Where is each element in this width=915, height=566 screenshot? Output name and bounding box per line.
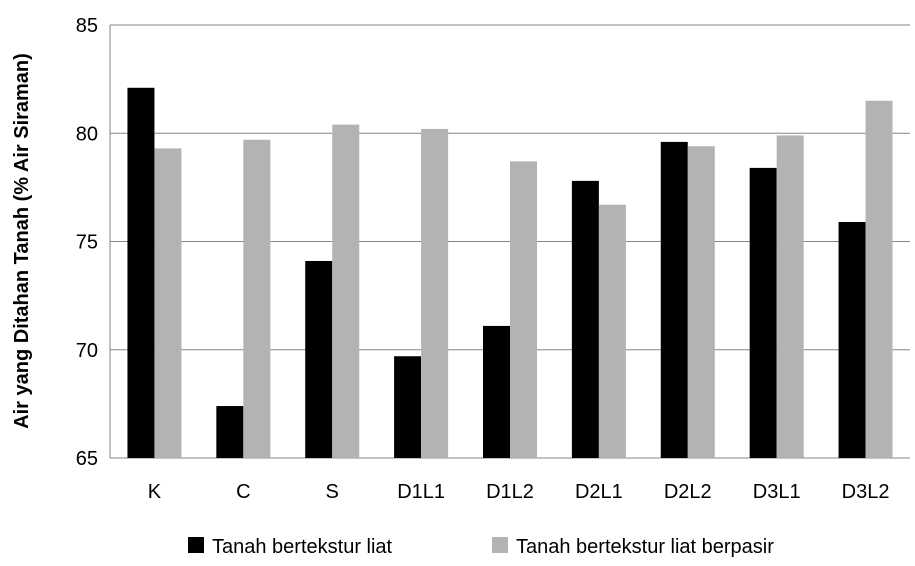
legend-swatch [188,537,204,553]
y-tick-label: 85 [76,15,98,37]
bar-d2l2-series-2 [687,146,715,459]
x-tick-label: D1L1 [397,481,445,503]
bar-d2l2-series-1 [660,141,688,458]
bar-d2l1-series-2 [598,204,626,458]
y-tick-label: 75 [76,232,98,254]
bar-d3l2-series-1 [838,222,866,458]
x-tick-label: S [326,481,339,503]
y-tick-label: 70 [76,340,98,362]
bar-d1l1-series-1 [394,356,422,458]
bars [127,87,893,459]
x-tick-label: D2L1 [575,481,623,503]
legend-swatch [492,537,508,553]
bar-d1l2-series-2 [510,161,537,458]
x-tick-label: K [148,481,162,503]
y-tick-label: 80 [76,123,98,145]
legend-label: Tanah bertekstur liat berpasir [516,536,774,558]
bar-k-series-1 [127,87,155,458]
tick-labels: 65 70 75 80 85 K C S D1L1 D1L2 D2L1 D2L2 D3L1 D3L2 [76,15,890,503]
x-tick-label: D3L1 [753,481,801,503]
bar-d1l2-series-1 [483,325,510,458]
legend: Tanah bertekstur liat Tanah bertekstur li… [188,536,774,558]
x-tick-label: D1L2 [486,481,534,503]
bar-d2l1-series-1 [571,180,599,458]
bar-d3l2-series-2 [865,100,893,459]
bar-s-series-1 [305,260,333,458]
bar-k-series-2 [154,148,182,458]
y-tick-label: 65 [76,448,98,470]
x-tick-label: C [236,481,250,503]
y-axis-title: Air yang Ditahan Tanah (% Air Siraman) [11,53,33,429]
bar-d3l1-series-2 [776,135,804,459]
bar-c-series-1 [216,406,244,458]
x-tick-label: D3L2 [842,481,890,503]
bar-c-series-2 [243,139,271,458]
bar-d3l1-series-1 [749,167,777,458]
bar-s-series-2 [332,124,360,458]
bar-d1l1-series-2 [421,128,449,459]
legend-label: Tanah bertekstur liat [212,536,393,558]
x-tick-label: D2L2 [664,481,712,503]
